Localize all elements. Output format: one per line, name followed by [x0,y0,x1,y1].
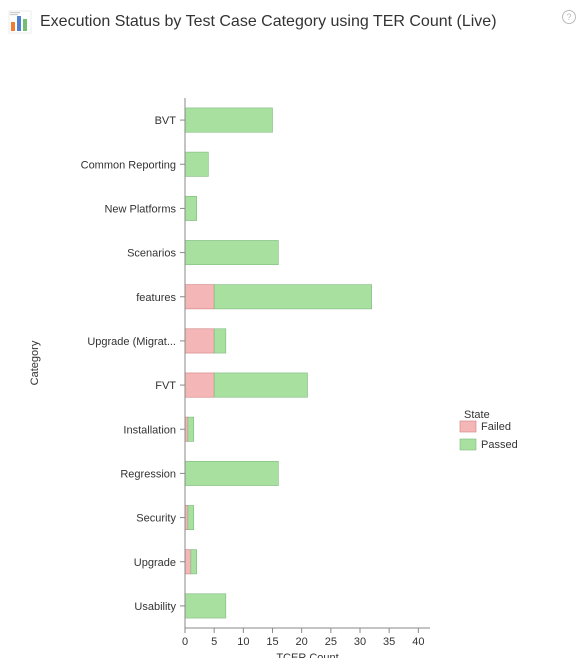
report-header: Execution Status by Test Case Category u… [0,0,582,38]
category-label: Upgrade (Migrat... [87,336,176,348]
bar-failed[interactable] [185,329,214,353]
legend-swatch [460,421,476,432]
legend-label: Failed [481,421,511,433]
x-tick-label: 25 [325,636,337,648]
x-tick-label: 35 [383,636,395,648]
bar-passed[interactable] [188,505,194,529]
x-tick-label: 5 [211,636,217,648]
legend-title: State [464,409,490,421]
category-label: BVT [155,115,177,127]
bar-passed[interactable] [185,594,226,618]
bar-passed[interactable] [214,329,226,353]
x-tick-label: 10 [237,636,249,648]
bar-passed[interactable] [185,196,197,220]
bar-passed[interactable] [185,461,278,485]
bar-passed[interactable] [214,373,307,397]
bar-passed[interactable] [188,417,194,441]
category-label: features [136,292,176,304]
execution-status-chart: 0 5 10 15 20 25 30 35 40 BVT Common Reporting New P… [0,38,582,658]
chart-container: 0 5 10 15 20 25 30 35 40 BVT Common Reporting New P… [0,38,582,658]
category-label: Usability [134,601,176,613]
bar-passed[interactable] [185,108,273,132]
legend-swatch [460,439,476,450]
bar-failed[interactable] [185,550,191,574]
x-tick-label: 30 [354,636,366,648]
x-tick-label: 0 [182,636,188,648]
x-axis-title: TCER Count [276,652,338,658]
bar-passed[interactable] [214,285,372,309]
bar-passed[interactable] [185,152,208,176]
bar-failed[interactable] [185,373,214,397]
bar-chart-icon [8,10,32,34]
x-tick-label: 20 [296,636,308,648]
y-axis-title: Category [29,340,41,385]
category-label: Regression [120,468,176,480]
category-label: FVT [155,380,176,392]
help-icon[interactable]: ? [562,10,576,24]
category-label: Security [136,513,176,525]
x-tick-label: 40 [412,636,424,648]
bar-failed[interactable] [185,285,214,309]
category-label: Common Reporting [81,159,176,171]
legend-label: Passed [481,439,518,451]
report-title: Execution Status by Test Case Category u… [40,13,497,31]
x-tick-label: 15 [266,636,278,648]
category-label: New Platforms [104,203,176,215]
category-label: Installation [123,424,176,436]
bar-passed[interactable] [185,240,278,264]
bar-passed[interactable] [191,550,197,574]
category-label: Scenarios [127,248,176,260]
category-label: Upgrade [134,557,176,569]
